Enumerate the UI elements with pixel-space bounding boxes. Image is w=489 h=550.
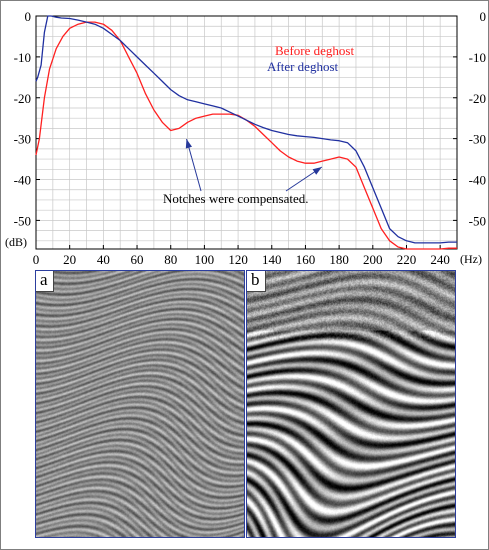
y-tick-label: -40 [14,173,31,188]
x-tick-label: 20 [63,252,76,267]
panel-label-b: b [247,271,266,292]
x-tick-label: 180 [329,252,349,267]
x-tick-label: 80 [164,252,177,267]
x-tick-label: 240 [430,252,450,267]
plot-frame [35,15,458,250]
x-tick-label: 0 [33,252,40,267]
series-line-after-deghost [35,15,457,244]
annotation-arrow-line [186,138,202,192]
seismic-section-before [36,271,244,537]
seismic-panel-b: b [246,270,456,538]
panel-label-a: a [36,271,54,292]
y-tick-label-right: -50 [469,213,486,228]
series-lines [35,15,457,250]
y-tick-label: 0 [25,9,32,24]
y-tick-label-right: -10 [469,50,486,65]
x-unit-label: (Hz) [460,252,482,266]
y-unit-label: (dB) [5,235,27,249]
x-tick-label: 40 [97,252,110,267]
y-tick-label-right: -20 [469,91,486,106]
grid [36,15,458,249]
annotation-arrow-head [312,167,322,175]
y-tick-label-right: -40 [469,173,486,188]
axis-ticks: 0 20 40 60 80 100 120 140 160 180 200 220 240 0 0 -10 -1… [5,9,486,267]
legend-entry-before-deghost: Before deghost [275,43,354,58]
seismic-panel-a: a [35,270,245,538]
seismic-section-after [247,271,455,537]
spectrum-chart: 0 20 40 60 80 100 120 140 160 180 200 220 240 0 0 -10 -1… [5,9,486,267]
annotation: Notches were compensated. [163,138,323,206]
x-tick-label: 160 [296,252,316,267]
y-tick-label: -10 [14,50,31,65]
annotation-arrow-head [185,139,192,149]
x-tick-label: 120 [228,252,248,267]
annotation-text: Notches were compensated. [163,191,308,206]
y-tick-label-right: -30 [469,132,486,147]
x-tick-label: 200 [363,252,383,267]
series-line-before-deghost [35,21,457,250]
x-tick-label: 220 [397,252,417,267]
legend-entry-after-deghost: After deghost [267,59,339,74]
x-tick-label: 140 [262,252,282,267]
y-tick-label-right: 0 [480,9,487,24]
x-tick-label: 100 [195,252,215,267]
y-tick-label: -50 [14,213,31,228]
y-tick-label: -20 [14,91,31,106]
y-tick-label: -30 [14,132,31,147]
x-tick-label: 60 [131,252,144,267]
